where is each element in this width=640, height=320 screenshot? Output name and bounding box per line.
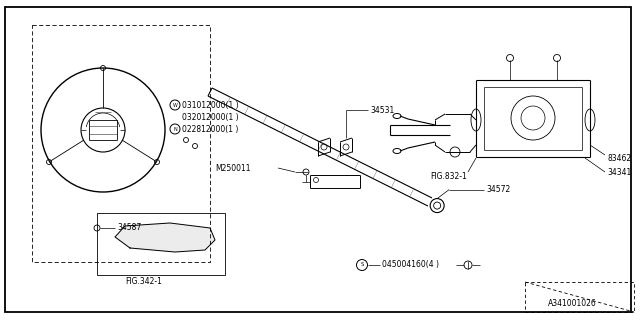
Text: 83462: 83462 xyxy=(607,154,631,163)
Text: 34341: 34341 xyxy=(607,167,631,177)
Text: 031012000(1 ): 031012000(1 ) xyxy=(182,100,239,109)
Text: N: N xyxy=(173,126,177,132)
Text: W: W xyxy=(173,102,177,108)
Text: M250011: M250011 xyxy=(215,164,250,172)
Bar xyxy=(97,213,225,275)
Text: A341001026: A341001026 xyxy=(548,299,596,308)
Text: 34531: 34531 xyxy=(370,106,394,115)
Text: 34587: 34587 xyxy=(117,223,141,233)
Text: 34572: 34572 xyxy=(486,185,511,194)
Text: 022812000(1 ): 022812000(1 ) xyxy=(182,124,238,133)
Text: FIG.832-1: FIG.832-1 xyxy=(430,172,467,180)
Text: FIG.342-1: FIG.342-1 xyxy=(125,277,162,286)
Polygon shape xyxy=(115,223,215,252)
Text: 045004160(4 ): 045004160(4 ) xyxy=(382,260,439,269)
Text: 032012000(1 ): 032012000(1 ) xyxy=(182,113,239,122)
Text: S: S xyxy=(360,262,364,268)
